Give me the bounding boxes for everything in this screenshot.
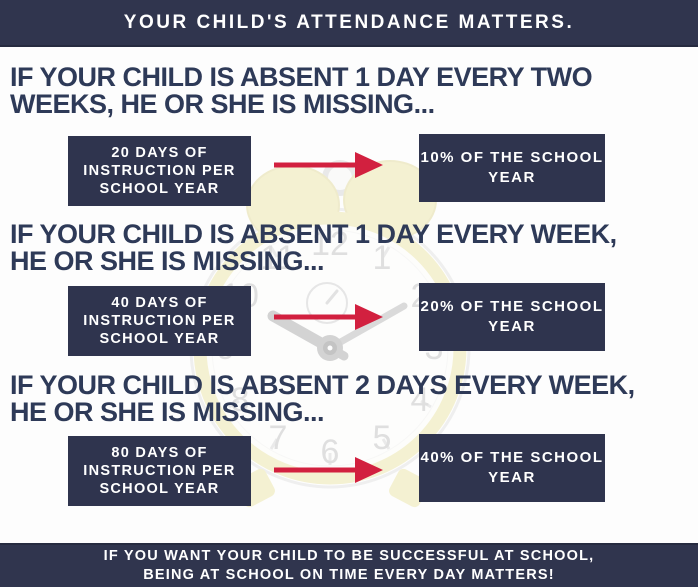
footer-bar: IF YOU WANT YOUR CHILD TO BE SUCCESSFUL …	[0, 543, 698, 587]
arrow-right-icon	[274, 304, 383, 330]
box-line: INSTRUCTION PER	[83, 463, 236, 479]
section-2-percent-box: 20% OF THE SCHOOL YEAR	[419, 283, 605, 351]
box-line: INSTRUCTION PER	[83, 163, 236, 179]
clock-numeral: 4	[411, 381, 430, 419]
box-line: SCHOOL YEAR	[99, 481, 220, 497]
box-line: 40 DAYS OF	[111, 295, 208, 311]
box-line: 80 DAYS OF	[111, 445, 208, 461]
box-line: SCHOOL YEAR	[99, 181, 220, 197]
section-1-percent-box: 10% OF THE SCHOOL YEAR	[419, 134, 605, 202]
box-line: 40% OF THE SCHOOL	[420, 449, 604, 466]
heading-line: HE OR SHE IS MISSING...	[10, 397, 325, 427]
heading-line: HE OR SHE IS MISSING...	[10, 246, 325, 276]
box-line: YEAR	[488, 469, 536, 486]
section-3-heading: IF YOUR CHILD IS ABSENT 2 DAYS EVERY WEE…	[10, 372, 635, 426]
header-bar: YOUR CHILD'S ATTENDANCE MATTERS.	[0, 0, 698, 47]
clock-numeral: 8	[231, 381, 250, 419]
box-line: YEAR	[488, 318, 536, 335]
heading-line: IF YOUR CHILD IS ABSENT 2 DAYS EVERY WEE…	[10, 370, 635, 400]
arrow-right-icon	[274, 152, 383, 178]
clock-numeral: 12	[311, 225, 349, 263]
section-1-heading: IF YOUR CHILD IS ABSENT 1 DAY EVERY TWO …	[10, 62, 593, 119]
section-3-percent-box: 40% OF THE SCHOOL YEAR	[419, 434, 605, 502]
clock-numeral: 5	[373, 419, 392, 457]
footer-line: IF YOU WANT YOUR CHILD TO BE SUCCESSFUL …	[103, 548, 595, 564]
arrow-right-icon	[274, 457, 383, 483]
section-1-days-box: 20 DAYS OF INSTRUCTION PER SCHOOL YEAR	[68, 136, 251, 206]
heading-line: IF YOUR CHILD IS ABSENT 1 DAY EVERY WEEK…	[10, 219, 617, 249]
box-line: 10% OF THE SCHOOL	[420, 149, 604, 166]
box-line: YEAR	[488, 169, 536, 186]
box-line: SCHOOL YEAR	[99, 331, 220, 347]
alarm-clock-icon: 12 1 2 3 4 5 6 7 8 9 10 11	[189, 160, 471, 508]
box-line: 20 DAYS OF	[111, 145, 208, 161]
clock-numeral: 11	[260, 239, 295, 277]
footer-line: BEING AT SCHOOL ON TIME EVERY DAY MATTER…	[143, 567, 555, 583]
header-title: YOUR CHILD'S ATTENDANCE MATTERS.	[123, 11, 575, 33]
clock-numeral: 1	[373, 239, 392, 277]
section-2-days-box: 40 DAYS OF INSTRUCTION PER SCHOOL YEAR	[68, 286, 251, 356]
heading-line: WEEKS, HE OR SHE IS MISSING...	[10, 89, 435, 119]
box-line: INSTRUCTION PER	[83, 313, 236, 329]
clock-numeral: 6	[321, 433, 340, 471]
clock-numeral: 7	[269, 419, 288, 457]
box-line: 20% OF THE SCHOOL	[420, 298, 604, 315]
section-3-days-box: 80 DAYS OF INSTRUCTION PER SCHOOL YEAR	[68, 436, 251, 506]
section-2-heading: IF YOUR CHILD IS ABSENT 1 DAY EVERY WEEK…	[10, 221, 617, 275]
heading-line: IF YOUR CHILD IS ABSENT 1 DAY EVERY TWO	[10, 62, 593, 92]
